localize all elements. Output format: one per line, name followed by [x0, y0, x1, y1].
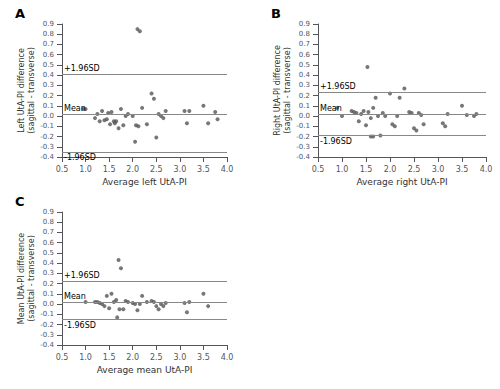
svg-text:-0.1: -0.1 — [40, 310, 54, 318]
svg-text:Left UtA-PI difference: Left UtA-PI difference — [17, 48, 26, 133]
svg-text:0.2: 0.2 — [43, 92, 54, 100]
svg-text:0.7: 0.7 — [299, 40, 310, 48]
svg-text:0.8: 0.8 — [43, 30, 54, 38]
svg-text:B: B — [271, 6, 281, 21]
svg-text:0.0: 0.0 — [43, 300, 54, 308]
svg-text:0.0: 0.0 — [43, 112, 54, 120]
svg-text:2.0: 2.0 — [126, 165, 139, 174]
svg-text:0.5: 0.5 — [56, 353, 69, 362]
svg-text:+1.96SD: +1.96SD — [64, 64, 100, 73]
svg-text:0.8: 0.8 — [43, 218, 54, 226]
svg-text:1.0: 1.0 — [336, 165, 349, 174]
svg-text:3.0: 3.0 — [173, 165, 186, 174]
svg-text:-0.3: -0.3 — [40, 331, 54, 339]
svg-text:Right UtA-PI difference: Right UtA-PI difference — [273, 45, 282, 136]
svg-text:3.5: 3.5 — [197, 353, 210, 362]
svg-text:3.0: 3.0 — [173, 353, 186, 362]
svg-text:0.5: 0.5 — [312, 165, 325, 174]
svg-text:3.5: 3.5 — [456, 165, 469, 174]
svg-text:0.4: 0.4 — [43, 71, 55, 79]
svg-text:0.9: 0.9 — [43, 208, 54, 216]
svg-text:Average left UtA-PI: Average left UtA-PI — [102, 177, 187, 187]
svg-text:+1.96SD: +1.96SD — [64, 271, 100, 280]
svg-text:0.5: 0.5 — [43, 61, 54, 69]
svg-text:4.0: 4.0 — [221, 353, 234, 362]
svg-text:Average right UtA-PI: Average right UtA-PI — [356, 177, 447, 187]
svg-text:-0.4: -0.4 — [40, 341, 54, 349]
svg-text:0.1: 0.1 — [299, 102, 310, 110]
svg-text:C: C — [15, 194, 25, 209]
svg-text:(sagittal - transverse): (sagittal - transverse) — [283, 47, 292, 134]
svg-text:0.5: 0.5 — [43, 249, 54, 257]
svg-text:0.5: 0.5 — [299, 61, 310, 69]
svg-text:2.5: 2.5 — [408, 165, 421, 174]
svg-text:0.0: 0.0 — [299, 112, 310, 120]
svg-text:0.6: 0.6 — [43, 239, 55, 247]
svg-text:-0.4: -0.4 — [296, 153, 310, 161]
svg-text:Mean: Mean — [64, 292, 86, 301]
svg-text:4.0: 4.0 — [480, 165, 493, 174]
svg-text:0.2: 0.2 — [299, 92, 310, 100]
svg-text:3.5: 3.5 — [197, 165, 210, 174]
svg-text:0.6: 0.6 — [43, 51, 55, 59]
svg-text:Mean UtA-PI difference: Mean UtA-PI difference — [17, 233, 26, 324]
svg-text:1.5: 1.5 — [103, 165, 116, 174]
svg-text:0.7: 0.7 — [43, 40, 54, 48]
svg-text:0.9: 0.9 — [43, 20, 54, 28]
svg-text:Mean: Mean — [64, 104, 86, 113]
svg-text:-0.3: -0.3 — [40, 143, 54, 151]
svg-text:0.3: 0.3 — [43, 269, 54, 277]
svg-text:Mean: Mean — [320, 104, 342, 113]
svg-text:1.5: 1.5 — [360, 165, 373, 174]
svg-text:-1.96SD: -1.96SD — [64, 153, 96, 162]
svg-text:-1.96SD: -1.96SD — [320, 137, 352, 146]
svg-text:A: A — [15, 6, 25, 21]
svg-text:0.1: 0.1 — [43, 290, 54, 298]
svg-text:-0.3: -0.3 — [296, 143, 310, 151]
svg-text:(sagittal - transverse): (sagittal - transverse) — [27, 235, 36, 322]
svg-text:0.2: 0.2 — [43, 280, 54, 288]
svg-text:3.0: 3.0 — [432, 165, 445, 174]
svg-text:-0.2: -0.2 — [40, 321, 54, 329]
svg-text:0.1: 0.1 — [43, 102, 54, 110]
svg-text:-0.1: -0.1 — [40, 122, 54, 130]
svg-text:0.3: 0.3 — [43, 81, 54, 89]
svg-text:-0.2: -0.2 — [296, 133, 310, 141]
svg-text:0.3: 0.3 — [299, 81, 310, 89]
svg-text:+1.96SD: +1.96SD — [320, 82, 356, 91]
svg-text:0.9: 0.9 — [299, 20, 310, 28]
svg-text:2.0: 2.0 — [384, 165, 397, 174]
svg-text:0.8: 0.8 — [299, 30, 310, 38]
svg-text:-0.2: -0.2 — [40, 133, 54, 141]
svg-text:2.5: 2.5 — [150, 353, 163, 362]
svg-text:0.4: 0.4 — [43, 259, 55, 267]
svg-text:1.0: 1.0 — [79, 165, 92, 174]
svg-text:0.4: 0.4 — [299, 71, 311, 79]
svg-text:-0.1: -0.1 — [296, 122, 310, 130]
svg-text:2.5: 2.5 — [150, 165, 163, 174]
svg-text:0.7: 0.7 — [43, 228, 54, 236]
svg-text:Average mean UtA-PI: Average mean UtA-PI — [97, 365, 193, 375]
svg-text:0.5: 0.5 — [56, 165, 69, 174]
svg-text:0.6: 0.6 — [299, 51, 311, 59]
svg-text:1.0: 1.0 — [79, 353, 92, 362]
svg-text:-1.96SD: -1.96SD — [64, 321, 96, 330]
svg-text:1.5: 1.5 — [103, 353, 116, 362]
svg-text:(sagittal - transverse): (sagittal - transverse) — [27, 47, 36, 134]
svg-text:-0.4: -0.4 — [40, 153, 54, 161]
svg-text:4.0: 4.0 — [221, 165, 234, 174]
svg-text:2.0: 2.0 — [126, 353, 139, 362]
